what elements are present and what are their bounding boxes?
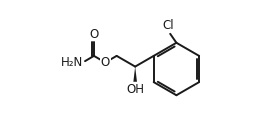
Text: Cl: Cl	[162, 19, 174, 32]
Text: O: O	[89, 28, 99, 41]
Text: H₂N: H₂N	[61, 56, 83, 69]
Polygon shape	[133, 67, 137, 82]
Text: OH: OH	[126, 83, 144, 96]
Text: O: O	[101, 56, 110, 69]
